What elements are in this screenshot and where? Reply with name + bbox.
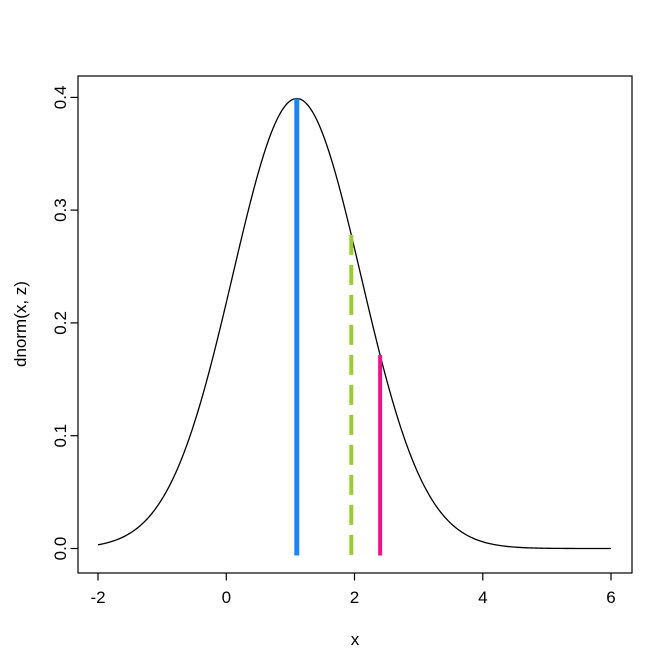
y-tick-label: 0.3 xyxy=(51,198,70,222)
y-axis-ticks xyxy=(70,96,78,550)
x-tick-label: -2 xyxy=(90,588,105,607)
x-tick-label: 2 xyxy=(350,588,359,607)
vertical-lines-group xyxy=(294,98,383,556)
y-tick-label: 0.0 xyxy=(51,537,70,561)
y-tick-label: 0.2 xyxy=(51,311,70,335)
y-axis-title: dnorm(x, z) xyxy=(11,281,30,367)
y-tick-label: 0.4 xyxy=(51,86,70,110)
y-axis-tick-labels: 0.0 0.1 0.2 0.3 0.4 xyxy=(51,86,70,561)
normal-density-curve xyxy=(97,97,611,550)
x-axis-tick-labels: -2 0 2 4 6 xyxy=(90,588,615,607)
x-axis-title: x xyxy=(351,630,360,649)
x-tick-label: 6 xyxy=(606,588,615,607)
x-axis-ticks xyxy=(97,573,612,581)
x-tick-label: 0 xyxy=(222,588,231,607)
y-tick-label: 0.1 xyxy=(51,424,70,448)
plot-border xyxy=(77,75,633,574)
x-tick-label: 4 xyxy=(478,588,487,607)
